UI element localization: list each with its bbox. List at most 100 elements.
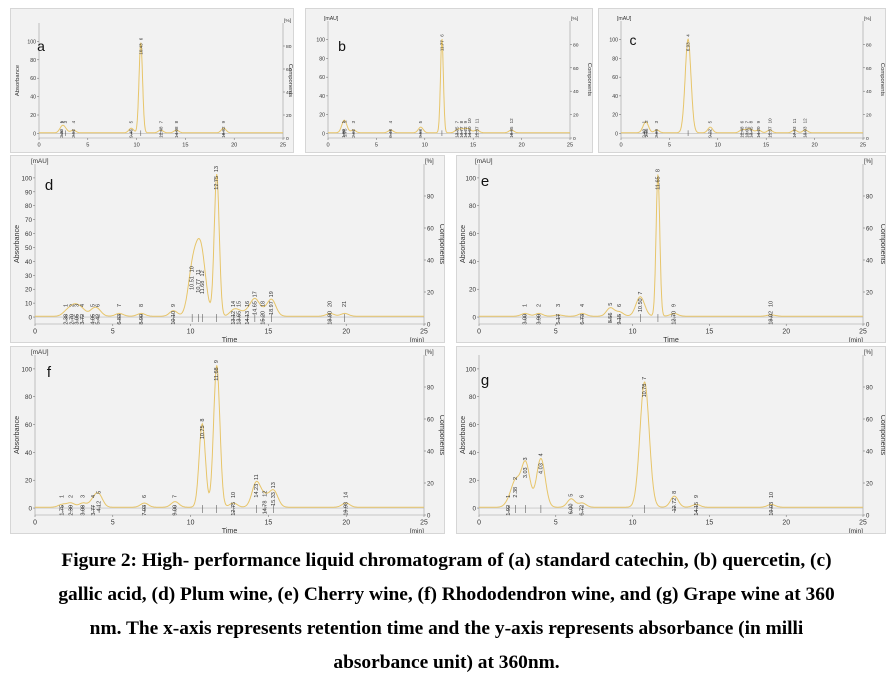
peak-number: 4 xyxy=(71,120,76,123)
y-tick-label: 100 xyxy=(21,366,32,373)
x-tick-label: 20 xyxy=(342,329,350,336)
x-tick-label: 10 xyxy=(187,520,195,527)
peak-retention-label: 13.45 xyxy=(749,126,754,138)
y-tick-label: 100 xyxy=(465,175,476,182)
y-tick-label: 20 xyxy=(30,113,36,119)
peak-retention-label: 15.37 xyxy=(474,126,479,138)
chromatogram-panel-d: 0 5 10 15 20 25 0 10 20 30 40 50 60 70 80 90 100 0 20 40 60 8… xyxy=(10,155,445,343)
peak-retention-label: 4.12 xyxy=(97,501,103,512)
peak-retention-label: 12.72 xyxy=(672,498,678,512)
y-tick-label: 30 xyxy=(25,273,33,280)
y-tick-label: 60 xyxy=(25,231,33,238)
peak-number: 4 xyxy=(388,120,393,123)
y-tick-label: 0 xyxy=(472,315,476,322)
y2-tick-label: 40 xyxy=(866,89,872,95)
peak-number: 17 xyxy=(252,291,258,297)
y2-tick-label: 40 xyxy=(866,258,873,264)
chromatogram-g: 0 5 10 15 20 25020406080100020406080Absorbanc… xyxy=(459,350,885,533)
signal-trace xyxy=(35,174,424,317)
x-tick-label: 20 xyxy=(231,142,237,148)
x-axis-title: Time xyxy=(663,336,679,342)
peak-number: 9 xyxy=(756,120,761,123)
peak-retention-label: 10.75 xyxy=(200,425,206,439)
peak-retention-label: 13.35 xyxy=(455,126,460,138)
peak-number: 9 xyxy=(463,120,468,123)
y2-tick-label: 0 xyxy=(427,322,431,328)
signal-trace xyxy=(35,365,424,508)
y-tick-label: 0 xyxy=(615,131,618,137)
peak-retention-label: 12.48 xyxy=(158,126,163,138)
peak-retention-label: 1.60 xyxy=(341,128,346,137)
peak-number: 7 xyxy=(642,377,648,380)
peak-number: 8 xyxy=(200,419,206,422)
peak-number: 2 xyxy=(68,495,74,498)
chromatogram-a: 0 5 10 15 20 25020406080100020406080Absorbanc… xyxy=(15,18,293,148)
y-axis-title: Absorbance xyxy=(459,416,467,454)
y-tick-label: 40 xyxy=(319,94,325,100)
x-tick-label: 10 xyxy=(187,329,195,336)
caption-line: gallic acid, (d) Plum wine, (e) Cherry w… xyxy=(58,584,835,605)
y2-tick-label: 20 xyxy=(866,481,873,487)
peak-retention-label: 3.77 xyxy=(91,505,97,516)
y2-tick-label: 20 xyxy=(866,290,873,296)
peak-retention-label: 14.23 xyxy=(254,484,260,498)
peak-retention-label: 9.45 xyxy=(129,129,134,138)
x-tick-label: 25 xyxy=(420,520,428,527)
peak-retention-label: 15.37 xyxy=(767,126,772,138)
peak-number: 8 xyxy=(749,120,754,123)
peak-retention-label: 6.48 xyxy=(388,128,393,137)
peak-number: 2 xyxy=(536,304,542,307)
chromatogram-panel-f: 0 5 10 15 20 25 0 20 40 60 80 100 0 20 40 60 80 Absorbanc… xyxy=(10,346,445,534)
peak-retention-label: 8.55 xyxy=(608,313,614,324)
peak-number: 12 xyxy=(262,491,268,497)
peak-retention-label: 3.03 xyxy=(523,467,529,478)
panel-letter: e xyxy=(481,173,489,190)
x-unit-label: [min] xyxy=(410,528,424,533)
peak-number: 2 xyxy=(70,304,76,307)
peak-retention-label: 10.50 xyxy=(638,298,644,312)
x-tick-label: 0 xyxy=(33,329,37,336)
peak-number: 2 xyxy=(644,120,649,123)
x-tick-label: 5 xyxy=(86,142,89,148)
y-tick-label: 90 xyxy=(25,189,33,196)
peak-number: 8 xyxy=(459,120,464,123)
y2-axis-title: Components xyxy=(879,224,885,265)
signal-trace xyxy=(621,38,863,134)
y-tick-label: 70 xyxy=(25,217,33,224)
y2-tick-label: 60 xyxy=(866,417,873,423)
peak-retention-label: 12.75 xyxy=(214,176,220,190)
y-tick-label: 0 xyxy=(322,131,325,137)
x-tick-label: 15 xyxy=(182,142,188,148)
peak-retention-label: 14.78 xyxy=(262,501,268,515)
y-tick-label: 40 xyxy=(469,259,477,266)
y2-unit-label: [%] xyxy=(864,159,873,165)
peak-number: 18 xyxy=(260,301,266,307)
peak-retention-label: 6.72 xyxy=(580,505,586,516)
peak-number: 2 xyxy=(342,120,347,123)
y-tick-label: 60 xyxy=(469,422,477,429)
x-tick-label: 0 xyxy=(33,520,37,527)
chromatogram-f: 0 5 10 15 20 25020406080100020406080Absorbanc… xyxy=(13,349,444,533)
y2-tick-label: 60 xyxy=(427,226,434,232)
y2-tick-label: 80 xyxy=(286,44,292,50)
y-tick-label: 0 xyxy=(28,315,32,322)
peak-retention-label: 13.02 xyxy=(745,126,750,138)
peak-number: 7 xyxy=(638,292,644,295)
peak-number: 10 xyxy=(767,118,772,124)
peak-retention-label: 1.75 xyxy=(342,128,347,137)
y2-tick-label: 40 xyxy=(427,449,434,455)
peak-retention-label: 11.77 xyxy=(439,40,444,51)
signal-trace xyxy=(39,42,283,134)
peak-number: 12 xyxy=(803,118,808,124)
x-tick-label: 20 xyxy=(518,142,524,148)
chromatogram-e: 0 5 10 15 20 25020406080100020406080Absorbanc… xyxy=(459,158,885,342)
y-tick-label: 0 xyxy=(33,131,36,137)
chromatogram-panel-a: 0 5 10 15 20 25 0 20 40 60 80 100 0 20 40 60 80 Absorbanc… xyxy=(10,8,294,153)
peak-retention-label: 9.15 xyxy=(617,314,623,325)
y-tick-label: 60 xyxy=(469,231,477,238)
peak-number: 6 xyxy=(739,120,744,123)
y-tick-label: 20 xyxy=(319,113,325,119)
peak-number: 12 xyxy=(509,118,514,124)
y-tick-label: 40 xyxy=(612,94,618,100)
peak-retention-label: 2.40 xyxy=(642,128,647,137)
